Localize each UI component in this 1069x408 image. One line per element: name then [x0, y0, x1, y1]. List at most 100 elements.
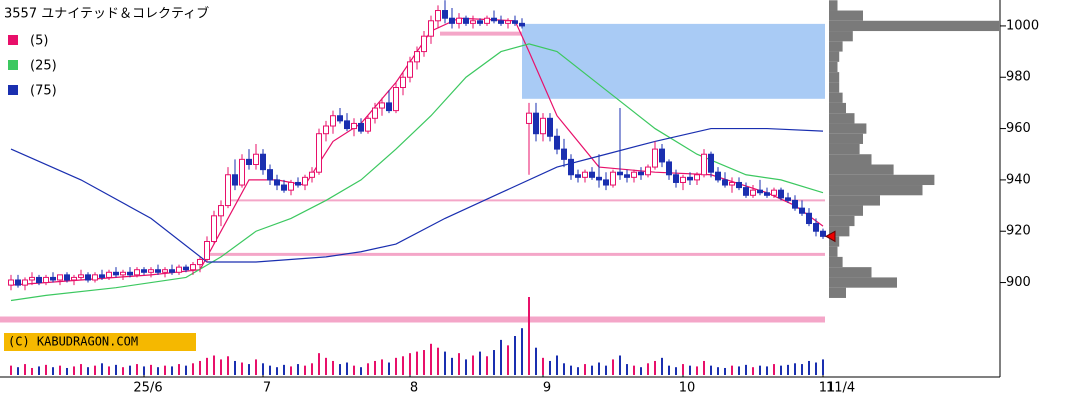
volume-bar	[381, 359, 383, 375]
legend-label: (5)	[30, 34, 48, 49]
candle-body	[505, 20, 511, 24]
candle-body	[673, 174, 679, 183]
volume-bar	[241, 362, 243, 375]
profile-bar	[829, 123, 867, 134]
volume-bar	[339, 364, 341, 375]
ma-line	[10, 17, 824, 286]
zone	[522, 23, 825, 99]
volume-bar	[626, 364, 628, 375]
candle-body	[15, 279, 21, 286]
candle-body	[134, 269, 140, 276]
candle-body	[288, 181, 294, 191]
candle-body	[652, 148, 658, 168]
profile-bar	[829, 246, 838, 257]
candle-body	[365, 117, 371, 132]
candle-body	[281, 184, 287, 191]
volume-bar	[143, 366, 145, 375]
candle-body	[400, 76, 406, 89]
candle-body	[225, 174, 231, 207]
volume-bar	[556, 355, 558, 375]
candle-body	[183, 266, 189, 271]
volume-bar	[668, 365, 670, 375]
candle-body	[813, 223, 819, 232]
volume-bar	[101, 363, 103, 375]
candle-body	[470, 20, 476, 24]
volume-bar	[269, 365, 271, 375]
volume-bar	[598, 362, 600, 375]
candle-body	[330, 115, 336, 127]
volume-bar	[794, 363, 796, 375]
x-tick-label: 9	[543, 381, 551, 396]
candle-body	[589, 171, 595, 178]
profile-bar	[829, 10, 863, 21]
volume-bar	[766, 366, 768, 375]
candle-body	[498, 20, 504, 24]
volume-bar	[416, 351, 418, 375]
candle-body	[806, 212, 812, 225]
candle-body	[610, 171, 616, 186]
y-tick-label: 920	[1006, 224, 1031, 239]
volume-bar	[31, 367, 33, 375]
volume-bar	[297, 364, 299, 375]
candle-body	[785, 197, 791, 201]
volume-bar	[80, 364, 82, 375]
volume-bar	[423, 350, 425, 375]
volume-bar	[486, 356, 488, 375]
profile-bar	[829, 133, 863, 144]
volume-bar	[738, 366, 740, 375]
profile-bar	[829, 92, 843, 103]
candle-body	[267, 169, 273, 181]
volume-bar	[759, 365, 761, 375]
volume-bar	[808, 360, 810, 375]
profile-bar	[829, 154, 872, 165]
candle-body	[757, 189, 763, 194]
price-marker	[824, 230, 836, 243]
volume-bar	[465, 359, 467, 375]
volume-bar	[773, 364, 775, 375]
candle-body	[519, 22, 525, 27]
y-tick-label: 940	[1006, 172, 1031, 187]
legend-swatch	[8, 85, 18, 95]
candle-body	[561, 148, 567, 160]
volume-bar	[689, 365, 691, 375]
profile-bar	[829, 31, 853, 42]
candle-body	[379, 102, 385, 109]
volume-bar	[710, 365, 712, 375]
volume-bar	[45, 364, 47, 375]
candle-body	[316, 133, 322, 173]
profile-bar	[829, 256, 843, 268]
candle-body	[435, 10, 441, 22]
volume-bar	[542, 357, 544, 375]
candle-body	[358, 122, 364, 132]
candle-body	[260, 153, 266, 171]
volume-bar	[388, 362, 390, 375]
candle-body	[799, 207, 805, 214]
volume-bar	[367, 363, 369, 375]
candle-body	[666, 161, 672, 176]
candle-body	[113, 271, 119, 276]
candle-body	[743, 187, 749, 196]
candle-body	[477, 20, 483, 24]
volume-bar	[157, 367, 159, 375]
candle-body	[246, 158, 252, 166]
x-tick-label: 7	[263, 381, 271, 396]
volume-bar	[717, 367, 719, 375]
profile-bar	[829, 236, 840, 247]
candle-body	[176, 266, 182, 273]
volume-bar	[703, 360, 705, 375]
candle-body	[729, 181, 735, 186]
candle-body	[78, 274, 84, 278]
profile-bar	[829, 51, 840, 62]
volume-bar	[640, 367, 642, 375]
candle-body	[694, 174, 700, 181]
volume-bar	[374, 360, 376, 375]
volume-bar	[521, 328, 523, 375]
candle-body	[85, 274, 91, 281]
volume-bar	[136, 364, 138, 375]
volume-bar	[682, 364, 684, 375]
volume-bar	[507, 345, 509, 375]
x-tick-label: 8	[410, 381, 418, 396]
candle-body	[50, 276, 56, 281]
profile-bar	[829, 82, 840, 93]
candle-body	[120, 271, 126, 276]
